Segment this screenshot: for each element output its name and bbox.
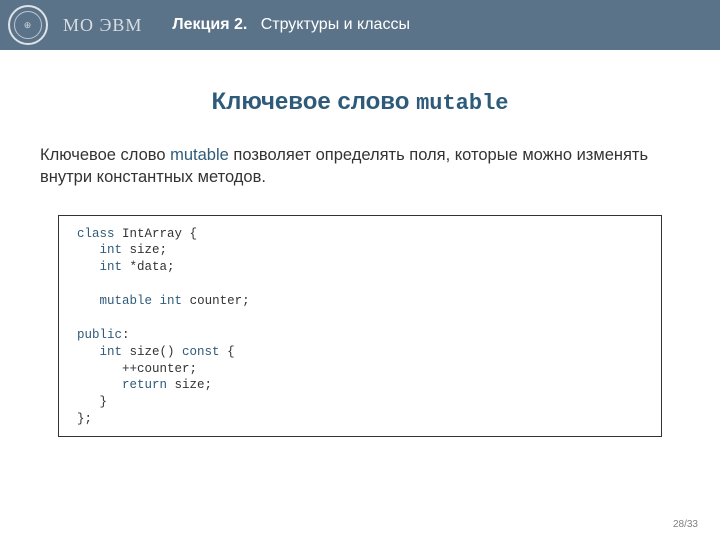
slide-title: Ключевое слово mutable	[0, 88, 720, 116]
code-token-op: {	[182, 227, 197, 241]
code-token-id: *data;	[122, 260, 175, 274]
logo-outer-circle: ⊕	[8, 5, 48, 45]
code-token-id: size;	[167, 378, 212, 392]
code-token-plain	[152, 294, 160, 308]
code-token-op: }	[77, 395, 107, 409]
code-token-plain	[77, 345, 100, 359]
page-footer: 28/33	[673, 519, 698, 530]
code-token-kw: const	[182, 345, 220, 359]
title-text: Ключевое слово	[212, 88, 410, 115]
desc-keyword: mutable	[170, 146, 229, 164]
code-token-kw: return	[122, 378, 167, 392]
code-token-plain	[77, 294, 100, 308]
header-band: ⊕ МО ЭВМ Лекция 2. Структуры и классы	[0, 0, 720, 50]
logo: ⊕	[0, 0, 55, 50]
code-token-plain	[115, 227, 123, 241]
slide: ⊕ МО ЭВМ Лекция 2. Структуры и классы Кл…	[0, 0, 720, 540]
code-token-type: int	[160, 294, 183, 308]
code-token-id: size()	[122, 345, 182, 359]
logo-inner-icon: ⊕	[14, 11, 42, 39]
org-name: МО ЭВМ	[63, 15, 142, 36]
code-token-id: ++counter;	[77, 362, 197, 376]
code-token-op: };	[77, 412, 92, 426]
code-token-kw: class	[77, 227, 115, 241]
desc-pre: Ключевое слово	[40, 146, 170, 164]
code-token-id: IntArray	[122, 227, 182, 241]
page-current: 28	[673, 519, 684, 530]
code-token-type: int	[100, 260, 123, 274]
code-token-plain	[77, 260, 100, 274]
code-block: class IntArray { int size; int *data; mu…	[58, 215, 662, 438]
code-token-op: :	[122, 328, 130, 342]
title-keyword: mutable	[416, 91, 508, 116]
code-token-plain	[77, 243, 100, 257]
code-token-type: int	[100, 345, 123, 359]
code-token-plain	[77, 378, 122, 392]
lecture-title	[252, 16, 261, 33]
code-token-op: {	[220, 345, 235, 359]
lecture-title-text: Структуры и классы	[261, 16, 410, 33]
page-total: 33	[687, 519, 698, 530]
description: Ключевое слово mutable позволяет определ…	[40, 144, 680, 189]
code-token-kw: public	[77, 328, 122, 342]
code-token-id: counter;	[182, 294, 250, 308]
lecture-prefix: Лекция 2.	[172, 16, 247, 33]
code-token-type: int	[100, 243, 123, 257]
lecture-line: Лекция 2. Структуры и классы	[172, 16, 410, 34]
code-token-id: size;	[122, 243, 167, 257]
code-token-kw: mutable	[100, 294, 153, 308]
